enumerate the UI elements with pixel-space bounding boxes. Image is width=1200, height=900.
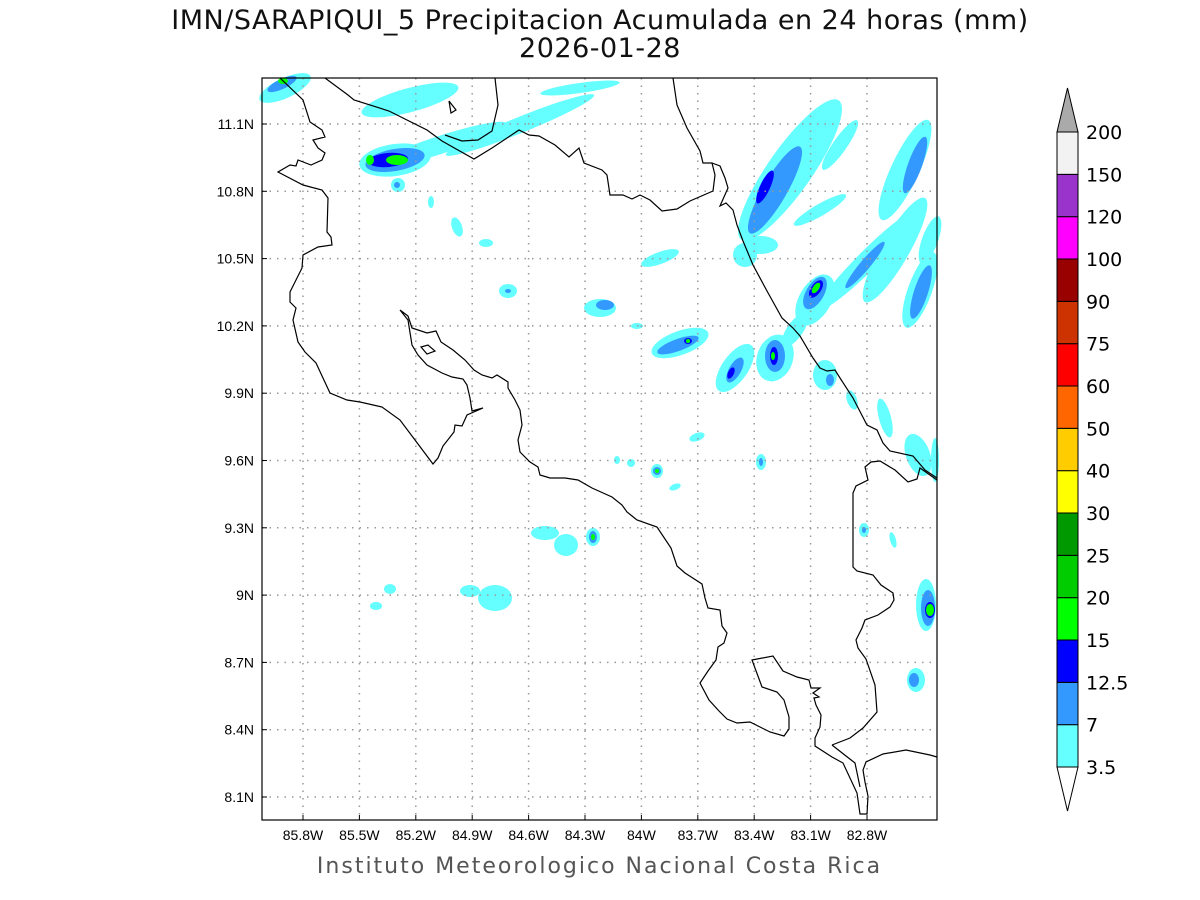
colorbar-label: 40 <box>1086 461 1110 483</box>
y-tick-label: 10.5N <box>217 251 254 267</box>
colorbar-label: 15 <box>1086 630 1110 652</box>
x-tick-label: 84.6W <box>508 827 549 843</box>
colorbar-label: 20 <box>1086 588 1110 610</box>
x-tick-label: 85.5W <box>339 827 380 843</box>
colorbar-swatch <box>1056 597 1079 641</box>
colorbar-label: 30 <box>1086 503 1110 525</box>
colorbar-label: 12.5 <box>1086 672 1128 694</box>
colorbar-label: 90 <box>1086 291 1110 313</box>
colorbar-label: 100 <box>1086 249 1122 271</box>
colorbar-label: 75 <box>1086 334 1110 356</box>
y-tick-label: 9N <box>236 587 254 603</box>
precipitation-field <box>259 73 942 692</box>
colorbar-swatch <box>1056 470 1079 514</box>
colorbar-label: 7 <box>1086 715 1098 737</box>
colorbar-swatch <box>1056 300 1079 345</box>
colorbar-swatch <box>1056 385 1079 429</box>
colorbar-swatch <box>1056 724 1079 768</box>
graticule <box>262 78 937 820</box>
y-tick-label: 9.9N <box>224 385 254 401</box>
x-tick-label: 85.2W <box>396 827 437 843</box>
x-tick-label: 82.8W <box>847 827 888 843</box>
colorbar-swatch <box>1056 258 1079 302</box>
colorbar-swatch <box>1056 131 1079 175</box>
colorbar-label: 50 <box>1086 418 1110 440</box>
colorbar-label: 25 <box>1086 545 1110 567</box>
x-tick-label: 84W <box>627 827 657 843</box>
y-tick-label: 10.8N <box>217 183 254 199</box>
y-tick-label: 8.1N <box>224 789 254 805</box>
y-tick-label: 9.3N <box>224 520 254 536</box>
colorbar-swatch <box>1056 216 1079 260</box>
x-tick-label: 83.4W <box>734 827 775 843</box>
map-date: 2026-01-28 <box>519 33 681 64</box>
map-title: IMN/SARAPIQUI_5 Precipitacion Acumulada … <box>171 5 1029 36</box>
colorbar-label: 60 <box>1086 376 1110 398</box>
colorbar: 3.5 7 12.5 15 20 25 30 40 50 60 75 90 100 120 150 200 <box>1056 87 1128 812</box>
x-tick-label: 84.3W <box>565 827 606 843</box>
colorbar-swatch <box>1056 173 1079 218</box>
x-tick-label: 84.9W <box>452 827 493 843</box>
y-tick-label: 11.1N <box>218 116 254 132</box>
colorbar-label: 120 <box>1086 207 1122 229</box>
coastlines <box>276 77 938 815</box>
footer-credit: Instituto Meteorologico Nacional Costa R… <box>316 854 883 879</box>
colorbar-under-triangle <box>1056 766 1079 812</box>
axis-ticks: 85.8W 85.5W 85.2W 84.9W 84.6W 84.3W 84W 83.7W 83… <box>217 116 888 843</box>
y-tick-label: 8.7N <box>224 654 254 670</box>
colorbar-label: 3.5 <box>1086 757 1116 779</box>
colorbar-label: 150 <box>1086 164 1122 186</box>
y-tick-label: 8.4N <box>224 722 254 738</box>
colorbar-swatch <box>1056 681 1079 726</box>
colorbar-label: 200 <box>1086 122 1122 144</box>
colorbar-swatch <box>1056 512 1079 556</box>
colorbar-swatch <box>1056 639 1079 683</box>
y-tick-label: 9.6N <box>224 452 254 468</box>
map-frame <box>261 77 938 821</box>
colorbar-swatch <box>1056 554 1079 599</box>
colorbar-swatch <box>1056 343 1079 387</box>
y-tick-label: 10.2N <box>217 318 254 334</box>
colorbar-over-triangle <box>1056 87 1079 133</box>
colorbar-swatch <box>1056 427 1079 472</box>
x-tick-label: 83.1W <box>790 827 831 843</box>
x-tick-label: 85.8W <box>283 827 324 843</box>
x-tick-label: 83.7W <box>678 827 719 843</box>
